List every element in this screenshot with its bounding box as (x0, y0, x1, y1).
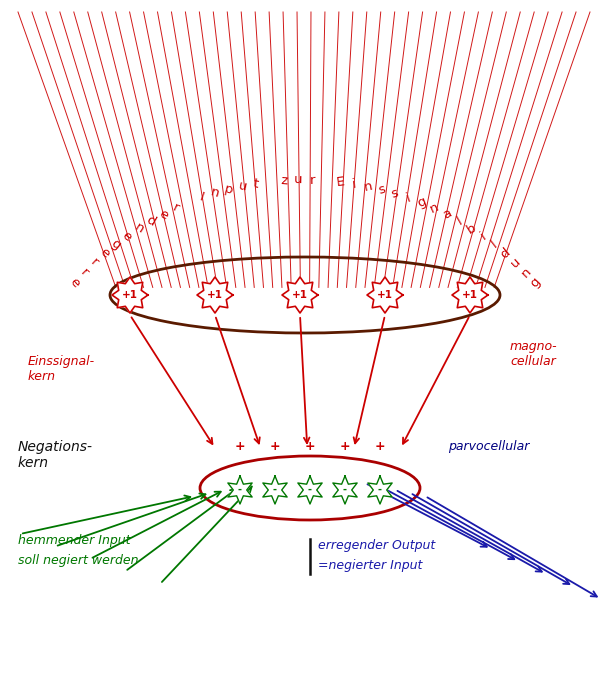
Text: -: - (273, 485, 277, 495)
Polygon shape (367, 277, 403, 313)
Polygon shape (263, 476, 287, 504)
Text: g: g (108, 237, 123, 252)
Text: u: u (293, 174, 302, 187)
Text: +: + (269, 440, 280, 453)
Text: d: d (498, 245, 513, 261)
Text: +1: +1 (207, 290, 223, 300)
Text: +: + (340, 440, 350, 453)
Text: r: r (309, 174, 315, 187)
Text: n: n (518, 265, 533, 280)
Text: -: - (308, 485, 312, 495)
Text: a: a (441, 207, 453, 222)
Polygon shape (197, 277, 233, 313)
Text: +: + (235, 440, 245, 453)
Text: n: n (428, 200, 441, 216)
Text: p: p (223, 182, 234, 197)
Text: l: l (455, 214, 464, 227)
Polygon shape (368, 476, 392, 504)
Polygon shape (282, 277, 318, 313)
Text: +: + (305, 440, 315, 453)
Text: r: r (78, 266, 91, 279)
Polygon shape (112, 277, 148, 313)
Text: -: - (343, 485, 347, 495)
Text: d: d (144, 214, 158, 229)
Text: u: u (508, 255, 523, 270)
Polygon shape (333, 476, 357, 504)
Text: E: E (335, 175, 345, 189)
Text: n: n (209, 186, 221, 200)
Text: z: z (280, 174, 288, 187)
Text: -: - (378, 485, 382, 495)
Text: n: n (362, 179, 373, 194)
Text: erregender Output: erregender Output (318, 539, 435, 552)
Text: soll negiert werden: soll negiert werden (18, 554, 139, 567)
Text: e: e (67, 275, 82, 290)
Text: parvocellular: parvocellular (448, 440, 529, 453)
Text: Einssignal-
kern: Einssignal- kern (28, 355, 95, 383)
Text: s: s (376, 183, 386, 197)
Text: e: e (120, 229, 134, 244)
Text: i: i (351, 177, 357, 191)
Text: e: e (156, 207, 170, 222)
Text: I: I (198, 191, 206, 205)
Text: i: i (404, 191, 412, 205)
Text: t: t (252, 177, 260, 191)
Text: magno-
cellular: magno- cellular (510, 340, 558, 368)
Text: Negations-
kern: Negations- kern (18, 440, 93, 470)
Text: i: i (478, 229, 488, 243)
Text: hemmender Input: hemmender Input (18, 534, 131, 547)
Text: e: e (98, 246, 112, 261)
Polygon shape (452, 277, 488, 313)
Text: r: r (88, 256, 101, 269)
Text: b: b (464, 220, 478, 236)
Text: +: + (375, 440, 386, 453)
Text: =negierter Input: =negierter Input (318, 559, 422, 572)
Text: +1: +1 (122, 290, 138, 300)
Text: -: - (238, 485, 242, 495)
Polygon shape (228, 476, 252, 504)
Text: +1: +1 (377, 290, 393, 300)
Text: +1: +1 (292, 290, 308, 300)
Text: s: s (390, 186, 400, 200)
Polygon shape (298, 476, 322, 504)
Text: g: g (528, 275, 543, 290)
Text: l: l (489, 238, 500, 251)
Text: g: g (415, 195, 428, 210)
Text: n: n (132, 220, 146, 236)
Text: +1: +1 (462, 290, 478, 300)
Text: r: r (170, 201, 181, 215)
Text: u: u (237, 179, 247, 194)
